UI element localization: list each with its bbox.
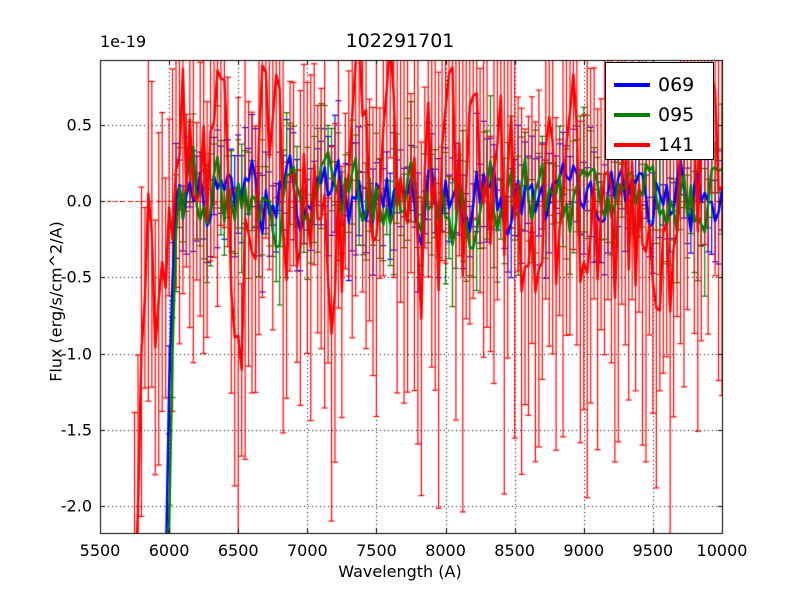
y-tick-label: -1.0 <box>60 344 92 364</box>
x-tick-label: 5500 <box>79 541 121 560</box>
x-tick-label: 7000 <box>286 541 328 560</box>
legend-item-069[interactable]: 069 <box>606 69 715 101</box>
x-tick-label: 7500 <box>356 541 397 560</box>
legend-item-141[interactable]: 141 <box>606 129 715 161</box>
legend-label: 141 <box>658 134 695 156</box>
x-tick-label: 9500 <box>632 541 674 560</box>
legend: 069 095 141 <box>605 62 714 160</box>
legend-item-095[interactable]: 095 <box>606 99 715 131</box>
x-tick-label: 10000 <box>696 541 748 560</box>
legend-swatch-141 <box>614 143 650 147</box>
legend-label: 069 <box>658 74 695 96</box>
y-tick-label: 0.5 <box>66 115 92 135</box>
y-axis-label: Flux (erg/s/cm^2/A) <box>46 221 66 382</box>
y-tick-label: -0.5 <box>60 267 92 287</box>
x-tick-label: 8000 <box>425 541 466 560</box>
x-tick-label: 6500 <box>217 541 259 560</box>
legend-swatch-069 <box>614 83 650 87</box>
chart-title: 102291701 <box>345 30 455 52</box>
y-axis-offset-label: 1e-19 <box>100 32 147 51</box>
legend-swatch-095 <box>614 113 650 117</box>
y-tick-label: -1.5 <box>60 420 92 440</box>
legend-label: 095 <box>658 104 695 126</box>
x-tick-label: 8500 <box>494 541 536 560</box>
x-tick-label: 6000 <box>148 541 190 560</box>
x-axis-label: Wavelength (A) <box>338 562 462 581</box>
y-tick-label: -2.0 <box>60 496 92 516</box>
y-tick-label: 0.0 <box>66 191 92 211</box>
x-tick-label: 9000 <box>563 541 605 560</box>
